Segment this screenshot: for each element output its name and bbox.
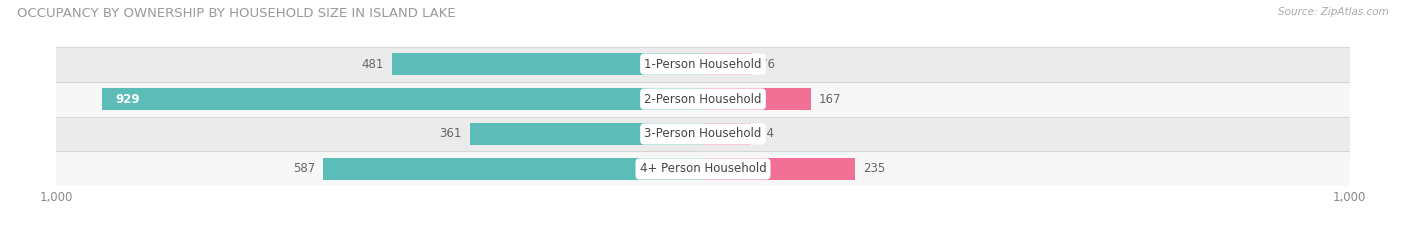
Bar (56, 116, 1350, 151)
Text: 2-Person Household: 2-Person Household (644, 93, 762, 106)
Text: 361: 361 (440, 127, 461, 140)
Text: 3-Person Household: 3-Person Household (644, 127, 762, 140)
Bar (56, 151, 1350, 186)
Bar (703, 53, 752, 75)
Bar (470, 123, 703, 145)
Bar (392, 53, 703, 75)
Bar (56, 47, 1350, 82)
Text: 167: 167 (818, 93, 841, 106)
Text: 1-Person Household: 1-Person Household (644, 58, 762, 71)
Bar (56, 82, 1350, 116)
Text: 929: 929 (115, 93, 139, 106)
Text: 74: 74 (759, 127, 773, 140)
Text: 481: 481 (361, 58, 384, 71)
Text: OCCUPANCY BY OWNERSHIP BY HOUSEHOLD SIZE IN ISLAND LAKE: OCCUPANCY BY OWNERSHIP BY HOUSEHOLD SIZE… (17, 7, 456, 20)
Bar (103, 88, 703, 110)
Bar (703, 158, 855, 180)
Text: 76: 76 (759, 58, 775, 71)
Text: Source: ZipAtlas.com: Source: ZipAtlas.com (1278, 7, 1389, 17)
Bar (703, 88, 811, 110)
Bar (703, 123, 751, 145)
Text: 235: 235 (863, 162, 884, 175)
Text: 4+ Person Household: 4+ Person Household (640, 162, 766, 175)
Text: 587: 587 (294, 162, 315, 175)
Bar (323, 158, 703, 180)
